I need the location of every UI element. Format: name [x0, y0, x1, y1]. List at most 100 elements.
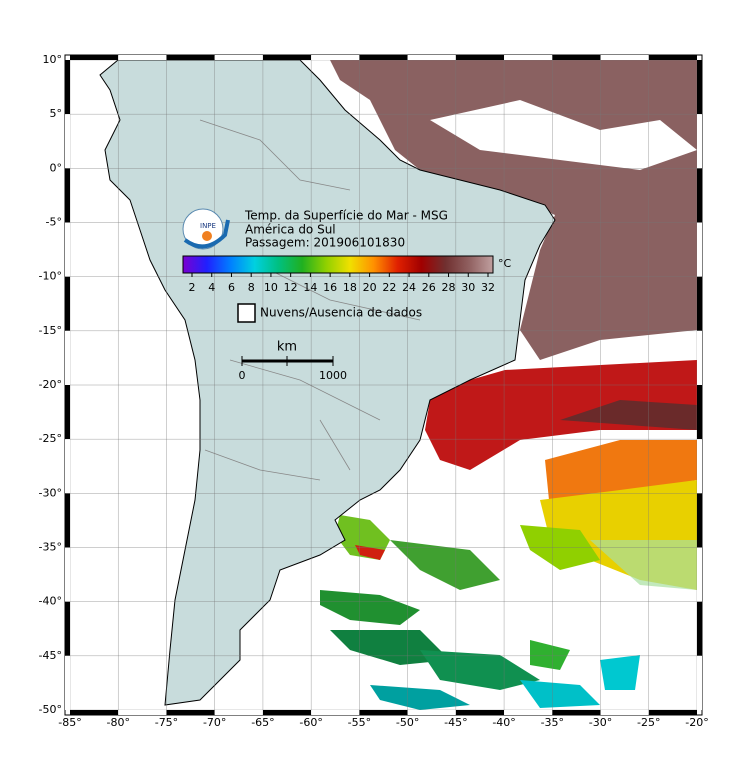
frame-segment	[118, 55, 167, 60]
scale-start: 0	[239, 369, 246, 382]
frame-segment	[65, 385, 70, 440]
frame-segment	[65, 655, 70, 710]
frame-segment	[600, 710, 649, 715]
colorbar-tick-label: 14	[303, 281, 317, 294]
colorbar-tick-label: 32	[481, 281, 495, 294]
colorbar-tick-label: 2	[189, 281, 196, 294]
pass-time: Passagem: 201906101830	[245, 236, 405, 250]
frame-segment	[311, 55, 360, 60]
colorbar-tick-label: 16	[323, 281, 337, 294]
frame-segment	[697, 60, 702, 115]
lon-tick-label: -70°	[203, 716, 226, 729]
colorbar-tick-label: 22	[382, 281, 396, 294]
frame-segment	[697, 330, 702, 385]
frame-segment	[65, 547, 70, 602]
scale-unit: km	[277, 340, 297, 355]
frame-segment	[65, 114, 70, 169]
lat-tick-label: -20°	[39, 378, 62, 391]
legend-label: Nuvens/Ausencia de dados	[260, 306, 422, 320]
borders	[199, 119, 421, 481]
lat-tick-label: 10°	[43, 53, 63, 66]
colorbar-tick-label: 12	[284, 281, 298, 294]
frame-segment	[455, 55, 505, 60]
colorbar-tick-label: 20	[363, 281, 377, 294]
lat-tick-label: -10°	[39, 270, 62, 283]
colorbar-tick-label: 24	[402, 281, 416, 294]
frame-segment	[359, 710, 408, 715]
frame-segment	[65, 330, 70, 385]
frame-segment	[697, 222, 702, 277]
frame-segment	[407, 710, 456, 715]
map-title: Temp. da Superfície do Mar - MSG	[244, 209, 448, 223]
frame-segment	[697, 547, 702, 602]
frame-segment	[359, 55, 408, 60]
region: América do Sul	[245, 223, 336, 237]
lat-tick-label: -15°	[39, 324, 62, 337]
frame-segment	[455, 710, 505, 715]
colorbar-tick-label: 6	[228, 281, 235, 294]
frame-segment	[697, 385, 702, 440]
frame-segment	[407, 55, 456, 60]
lon-tick-label: -60°	[299, 716, 322, 729]
frame-segment	[600, 55, 649, 60]
frame-segment	[504, 710, 553, 715]
lon-tick-label: -80°	[106, 716, 129, 729]
frame-segment	[65, 168, 70, 223]
colorbar-tick-label: 4	[208, 281, 215, 294]
frame-segment	[118, 710, 167, 715]
frame-segment	[262, 710, 312, 715]
frame-segment	[648, 55, 697, 60]
frame-segment	[697, 601, 702, 656]
colorbar	[182, 255, 494, 274]
colorbar-tick-label: 26	[422, 281, 436, 294]
lon-tick-label: -55°	[348, 716, 371, 729]
lat-tick-label: 0°	[50, 161, 63, 174]
frame-segment	[648, 710, 697, 715]
sst-patches	[320, 60, 697, 710]
frame-segment	[697, 439, 702, 494]
frame-segment	[166, 55, 215, 60]
frame-segment	[70, 710, 119, 715]
frame-segment	[697, 114, 702, 169]
frame-segment	[552, 710, 601, 715]
frame-segment	[166, 710, 215, 715]
lon-tick-label: -75°	[155, 716, 178, 729]
no-data-swatch	[237, 303, 256, 323]
logo-text: INPE	[200, 222, 216, 230]
lon-tick-label: -25°	[637, 716, 660, 729]
lon-tick-label: -45°	[444, 716, 467, 729]
frame-segment	[697, 276, 702, 331]
colorbar-unit: °C	[498, 257, 512, 270]
lat-tick-label: -5°	[46, 216, 62, 229]
lon-tick-label: -40°	[492, 716, 515, 729]
frame-segment	[214, 710, 263, 715]
frame-segment	[70, 55, 119, 60]
lon-tick-label: -35°	[541, 716, 564, 729]
frame-segment	[65, 276, 70, 331]
frame-segment	[65, 601, 70, 656]
colorbar-tick-label: 28	[442, 281, 456, 294]
frame-segment	[697, 493, 702, 548]
lon-tick-label: -30°	[589, 716, 612, 729]
lon-tick-label: -65°	[251, 716, 274, 729]
logo: INPE	[182, 208, 230, 250]
frame-segment	[697, 168, 702, 223]
frame-segment	[697, 655, 702, 710]
lon-tick-label: -50°	[396, 716, 419, 729]
frame-segment	[65, 493, 70, 548]
frame-segment	[311, 710, 360, 715]
frame-segment	[504, 55, 553, 60]
frame-segment	[552, 55, 601, 60]
colorbar-tick-label: 10	[264, 281, 278, 294]
frame-segment	[65, 439, 70, 494]
lat-tick-label: -45°	[39, 649, 62, 662]
scale-end: 1000	[319, 369, 347, 382]
lon-tick-label: -20°	[685, 716, 708, 729]
lat-tick-label: -40°	[39, 595, 62, 608]
lat-tick-label: -35°	[39, 541, 62, 554]
frame-segment	[214, 55, 263, 60]
lat-tick-label: -50°	[39, 703, 62, 716]
lat-tick-label: -25°	[39, 432, 62, 445]
frame-segment	[65, 60, 70, 115]
